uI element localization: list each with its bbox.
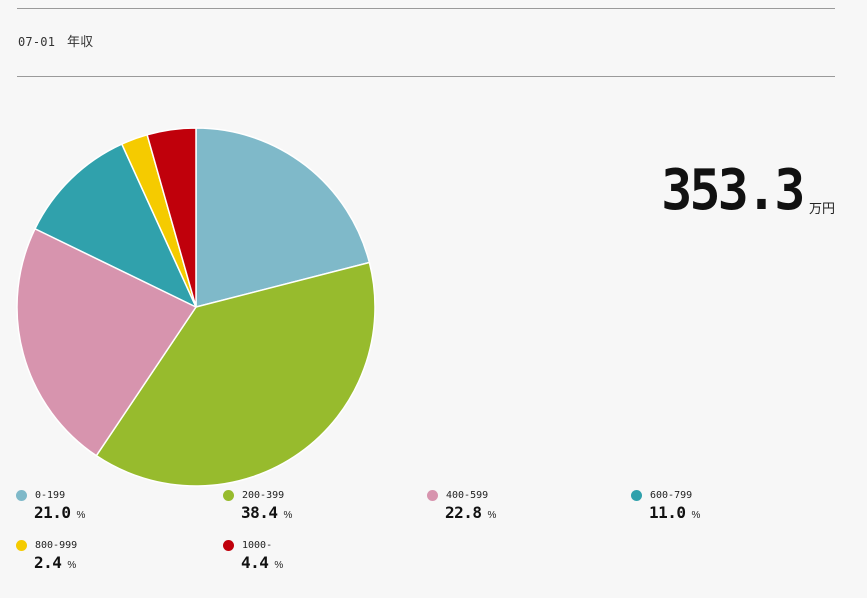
legend-item-1000-plus: 1000- 4.4 % (223, 538, 423, 572)
legend-label: 400-599 (446, 489, 489, 501)
legend-item-200-399: 200-399 38.4 % (223, 488, 423, 522)
chart-title: 年収 (66, 34, 94, 49)
legend-percent: 4.4 (241, 553, 269, 572)
chart-code: 07-01 (18, 35, 56, 49)
legend-percent: 11.0 (649, 503, 686, 522)
chart-header: 07-01 年収 (18, 31, 93, 50)
legend-percent-unit: % (67, 560, 77, 571)
legend-item-800-999: 800-999 2.4 % (16, 538, 216, 572)
legend-label: 600-799 (650, 489, 693, 501)
legend-percent-unit: % (691, 510, 701, 521)
legend-item-0-199: 0-199 21.0 % (16, 488, 216, 522)
pie-slice-0-199 (195, 127, 371, 308)
legend-item-400-599: 400-599 22.8 % (427, 488, 627, 522)
legend-percent-unit: % (274, 560, 284, 571)
legend-swatch (223, 489, 234, 501)
legend-swatch (223, 539, 234, 551)
legend-swatch (16, 539, 27, 551)
average-income: 353.3 万円 (649, 163, 835, 219)
legend-swatch (631, 489, 642, 501)
legend-percent-unit: % (76, 510, 86, 521)
top-divider (17, 8, 835, 9)
legend-percent: 22.8 (445, 503, 482, 522)
legend-percent: 2.4 (34, 553, 62, 572)
header-divider (17, 76, 835, 77)
legend-label: 0-199 (35, 489, 66, 501)
legend-swatch (427, 489, 438, 501)
legend-percent: 21.0 (34, 503, 71, 522)
pie-slice-200-399 (95, 261, 376, 487)
legend-item-600-799: 600-799 11.0 % (631, 488, 831, 522)
legend-label: 1000- (242, 539, 273, 551)
legend-swatch (16, 489, 27, 501)
pie-slice-1000-plus (146, 127, 197, 308)
legend-percent-unit: % (283, 510, 293, 521)
pie-chart (16, 127, 376, 487)
average-income-unit: 万円 (808, 201, 835, 216)
legend-percent-unit: % (487, 510, 497, 521)
legend-percent: 38.4 (241, 503, 278, 522)
legend-label: 800-999 (35, 539, 78, 551)
legend-label: 200-399 (242, 489, 285, 501)
pie-slice-600-799 (34, 143, 197, 308)
average-income-value: 353.3 (661, 158, 806, 223)
